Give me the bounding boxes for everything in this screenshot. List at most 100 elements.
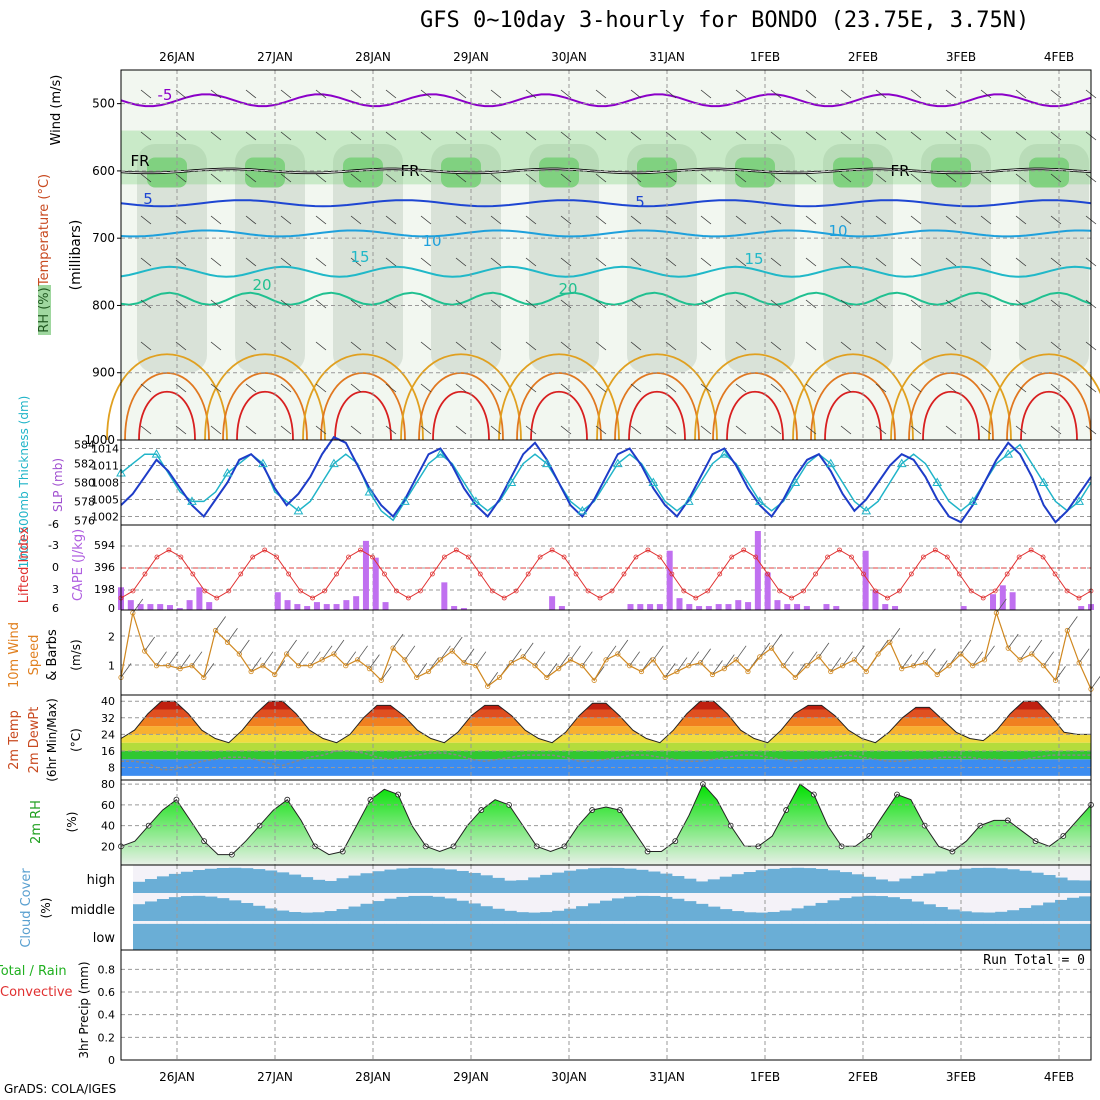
wind-barb xyxy=(420,215,432,225)
cloud-cell xyxy=(995,868,1008,893)
thickness-marker xyxy=(293,505,304,515)
wind-speed-marker xyxy=(650,657,656,663)
wind-barb xyxy=(700,341,712,351)
li-marker xyxy=(489,588,495,594)
li-marker xyxy=(549,547,555,553)
thickness-marker xyxy=(754,496,765,505)
wind-barb xyxy=(140,341,152,351)
thickness-marker xyxy=(825,458,836,468)
wind-barb xyxy=(735,215,747,225)
rh-blob-grey xyxy=(431,144,501,373)
wind-speed-marker xyxy=(236,651,242,657)
wind-barb xyxy=(1015,173,1027,183)
li-marker xyxy=(262,547,268,553)
wind-speed-marker xyxy=(248,668,254,675)
y-tick-label: 198 xyxy=(94,583,115,596)
cloud-cell xyxy=(947,923,960,950)
y-tick-label: 1008 xyxy=(91,477,119,490)
cloud-cell xyxy=(264,923,278,950)
cloud-cell xyxy=(1067,897,1080,921)
wind-barb xyxy=(980,299,992,309)
wind-barb xyxy=(665,131,677,141)
isotherm-warm xyxy=(988,353,1100,441)
cape-bar xyxy=(157,604,164,610)
thickness-marker xyxy=(329,458,339,468)
cloud-cell xyxy=(635,895,649,921)
wind-barb xyxy=(245,215,257,225)
wind-speed-marker xyxy=(532,663,538,669)
cape-bar xyxy=(705,606,712,610)
wind-barb xyxy=(455,89,467,99)
cloud-cell xyxy=(875,923,888,950)
wind-barb xyxy=(245,425,257,435)
temp-band xyxy=(121,709,1091,718)
wind-barb xyxy=(1050,173,1062,183)
cape-bar xyxy=(196,587,203,610)
cape-bar xyxy=(627,604,634,610)
cloud-cell xyxy=(516,923,529,950)
y-tick-label: 6 xyxy=(52,602,59,615)
wind-barb xyxy=(595,299,607,309)
wind-barb xyxy=(700,425,712,435)
wind-barb xyxy=(960,639,972,655)
cloud-cell xyxy=(1007,869,1020,893)
wind-barb xyxy=(805,173,817,183)
cloud-cell xyxy=(635,869,649,893)
wind-barb xyxy=(140,89,152,99)
li-marker xyxy=(406,595,411,601)
date-label-bottom: 2FEB xyxy=(848,1070,878,1084)
cape-bar xyxy=(558,606,565,610)
cape-bar xyxy=(892,606,899,610)
cloud-cell xyxy=(252,905,266,921)
cloud-cell xyxy=(228,867,242,893)
cloud-cell xyxy=(444,869,457,893)
isotherm-label: 10 xyxy=(828,222,847,240)
cloud-cell xyxy=(540,874,553,893)
cloud-cell xyxy=(288,874,302,893)
li-marker xyxy=(429,571,435,577)
wind-barb xyxy=(560,383,572,393)
wind-barb xyxy=(1050,131,1062,141)
y-tick-label: 60 xyxy=(101,799,115,812)
cloud-cell xyxy=(492,923,505,950)
wind-speed-marker xyxy=(970,663,976,669)
y-tick-label: 80 xyxy=(101,778,115,791)
cape-bar xyxy=(862,550,869,610)
wind-speed-marker xyxy=(567,657,574,663)
cape-bar xyxy=(872,590,879,610)
li-marker xyxy=(274,554,280,560)
li-marker xyxy=(645,547,651,553)
cloud-cell xyxy=(839,898,852,921)
y-tick-label: 500 xyxy=(92,97,115,111)
wind-barb xyxy=(315,383,327,393)
cloud-cell xyxy=(827,870,841,893)
li-marker xyxy=(837,547,842,553)
wind-barb xyxy=(175,215,187,225)
cloud-cell xyxy=(300,923,314,950)
cloud-cell xyxy=(564,908,577,921)
wind-barb xyxy=(385,299,397,309)
cloud-cell xyxy=(887,923,900,950)
wind-barb xyxy=(1015,299,1027,309)
cape-bar xyxy=(304,606,311,610)
wind-barb xyxy=(805,215,817,225)
wind-barb xyxy=(560,341,572,351)
cloud-cell xyxy=(264,908,278,921)
wind-barb xyxy=(525,383,537,393)
wind-barb xyxy=(700,173,712,183)
cloud-cell xyxy=(576,869,589,893)
wind-barb xyxy=(227,628,238,643)
isotherm-warm xyxy=(106,353,228,441)
cloud-cell xyxy=(1055,923,1068,950)
isotherm-label: 20 xyxy=(558,280,577,298)
wind-barb xyxy=(309,651,321,666)
li-marker xyxy=(178,554,184,560)
y-tick-label: 800 xyxy=(92,298,115,312)
wind-barb xyxy=(830,657,842,672)
cloud-cell xyxy=(396,896,409,921)
wind-barb xyxy=(455,425,467,435)
cloud-cell xyxy=(504,880,517,893)
cloud-cell xyxy=(348,923,362,950)
wind-barb xyxy=(723,654,735,669)
y-axis-label: Lifted Index xyxy=(17,526,32,603)
